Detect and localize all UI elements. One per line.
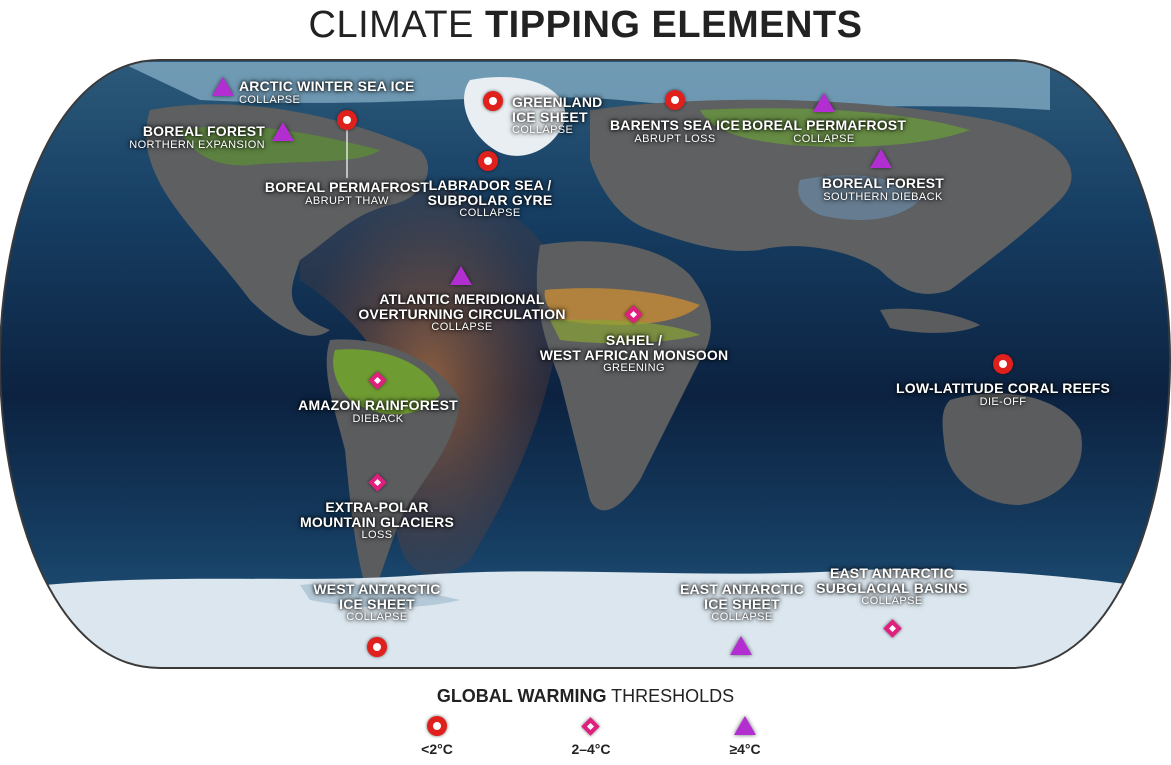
marker-coral-reefs[interactable] (993, 354, 1013, 374)
label-name: EAST ANTARCTIC ICE SHEET (679, 581, 805, 612)
legend-title-bold: GLOBAL WARMING (436, 686, 607, 706)
label-name: SAHEL / WEST AFRICAN MONSOON (539, 332, 729, 363)
label-amoc: ATLANTIC MERIDIONAL OVERTURNING CIRCULAT… (358, 292, 565, 334)
label-coral-reefs: LOW-LATITUDE CORAL REEFS DIE-OFF (896, 381, 1110, 408)
label-mountain-glaciers: EXTRA-POLAR MOUNTAIN GLACIERS LOSS (300, 500, 454, 542)
label-subglacial-basins: EAST ANTARCTIC SUBGLACIAL BASINS COLLAPS… (816, 566, 968, 608)
legend-label: <2°C (421, 741, 453, 757)
red-circle-icon (427, 716, 447, 736)
legend-title-light: THRESHOLDS (606, 686, 735, 706)
label-name: AMAZON RAINFOREST (298, 397, 458, 413)
marker-amoc[interactable] (450, 266, 472, 285)
label-name: EXTRA-POLAR MOUNTAIN GLACIERS (299, 499, 455, 530)
label-boreal-permafrost-thaw: BOREAL PERMAFROST ABRUPT THAW (265, 180, 429, 207)
title-bold: TIPPING ELEMENTS (484, 4, 863, 46)
legend-label: ≥4°C (729, 741, 761, 757)
pink-diamond-icon (581, 717, 600, 736)
label-amazon: AMAZON RAINFOREST DIEBACK (298, 398, 458, 425)
legend-title: GLOBAL WARMING THRESHOLDS (0, 686, 1171, 707)
marker-arctic-winter-sea-ice[interactable] (212, 77, 234, 96)
label-status: COLLAPSE (861, 595, 923, 608)
label-name: BOREAL PERMAFROST (264, 179, 430, 195)
label-arctic-winter-sea-ice: ARCTIC WINTER SEA ICE COLLAPSE (239, 79, 415, 106)
label-west-antarctic: WEST ANTARCTIC ICE SHEET COLLAPSE (313, 582, 440, 624)
label-boreal-forest-south: BOREAL FOREST SOUTHERN DIEBACK (822, 176, 944, 203)
label-status: NORTHERN EXPANSION (129, 138, 265, 151)
marker-boreal-forest-south[interactable] (870, 149, 892, 168)
label-sahel: SAHEL / WEST AFRICAN MONSOON GREENING (540, 333, 729, 375)
label-name: ATLANTIC MERIDIONAL OVERTURNING CIRCULAT… (358, 291, 566, 322)
label-status: COLLAPSE (793, 132, 855, 145)
label-status: DIE-OFF (979, 395, 1027, 408)
marker-boreal-forest-north[interactable] (272, 122, 294, 141)
label-name: ARCTIC WINTER SEA ICE (239, 78, 415, 94)
legend-item-lt2: <2°C (397, 716, 477, 757)
marker-greenland-ice-sheet[interactable] (483, 91, 503, 111)
label-name: BOREAL FOREST (142, 123, 265, 139)
marker-barents-sea-ice[interactable] (665, 90, 685, 110)
legend-item-2-4: 2–4°C (551, 716, 631, 757)
marker-boreal-permafrost-collapse[interactable] (813, 93, 835, 112)
title-light: CLIMATE (308, 4, 485, 46)
label-boreal-permafrost-collapse: BOREAL PERMAFROST COLLAPSE (742, 118, 906, 145)
label-status: SOUTHERN DIEBACK (823, 190, 943, 203)
legend-item-ge4: ≥4°C (705, 716, 785, 757)
label-status: COLLAPSE (512, 124, 574, 137)
map-title: CLIMATE TIPPING ELEMENTS (0, 4, 1171, 47)
label-name: WEST ANTARCTIC ICE SHEET (313, 581, 441, 612)
label-labrador-sea: LABRADOR SEA / SUBPOLAR GYRE COLLAPSE (428, 178, 553, 220)
label-name: LOW-LATITUDE CORAL REEFS (896, 380, 1110, 396)
legend-label: 2–4°C (571, 741, 611, 757)
label-status: ABRUPT THAW (305, 194, 389, 207)
marker-east-antarctic[interactable] (730, 636, 752, 655)
label-name: BARENTS SEA ICE (609, 117, 741, 133)
label-name: BOREAL FOREST (821, 175, 945, 191)
label-status: COLLAPSE (431, 321, 493, 334)
label-name: BOREAL PERMAFROST (741, 117, 907, 133)
label-boreal-forest-north: BOREAL FOREST NORTHERN EXPANSION (128, 124, 265, 151)
label-name: LABRADOR SEA / SUBPOLAR GYRE (427, 177, 553, 208)
label-name: EAST ANTARCTIC SUBGLACIAL BASINS (816, 565, 968, 596)
label-status: COLLAPSE (346, 611, 408, 624)
label-status: COLLAPSE (239, 93, 301, 106)
marker-labrador-sea[interactable] (478, 151, 498, 171)
label-name: GREENLAND ICE SHEET (512, 94, 603, 125)
label-status: GREENING (603, 362, 665, 375)
label-status: DIEBACK (352, 412, 404, 425)
label-east-antarctic: EAST ANTARCTIC ICE SHEET COLLAPSE (680, 582, 804, 624)
label-status: COLLAPSE (711, 611, 773, 624)
marker-west-antarctic[interactable] (367, 637, 387, 657)
label-status: ABRUPT LOSS (634, 132, 716, 145)
label-status: COLLAPSE (459, 207, 521, 220)
label-greenland-ice-sheet: GREENLAND ICE SHEET COLLAPSE (512, 95, 602, 137)
label-status: LOSS (361, 529, 393, 542)
label-barents-sea-ice: BARENTS SEA ICE ABRUPT LOSS (610, 118, 740, 145)
purple-triangle-icon (734, 716, 756, 735)
marker-boreal-permafrost-thaw[interactable] (337, 110, 357, 130)
